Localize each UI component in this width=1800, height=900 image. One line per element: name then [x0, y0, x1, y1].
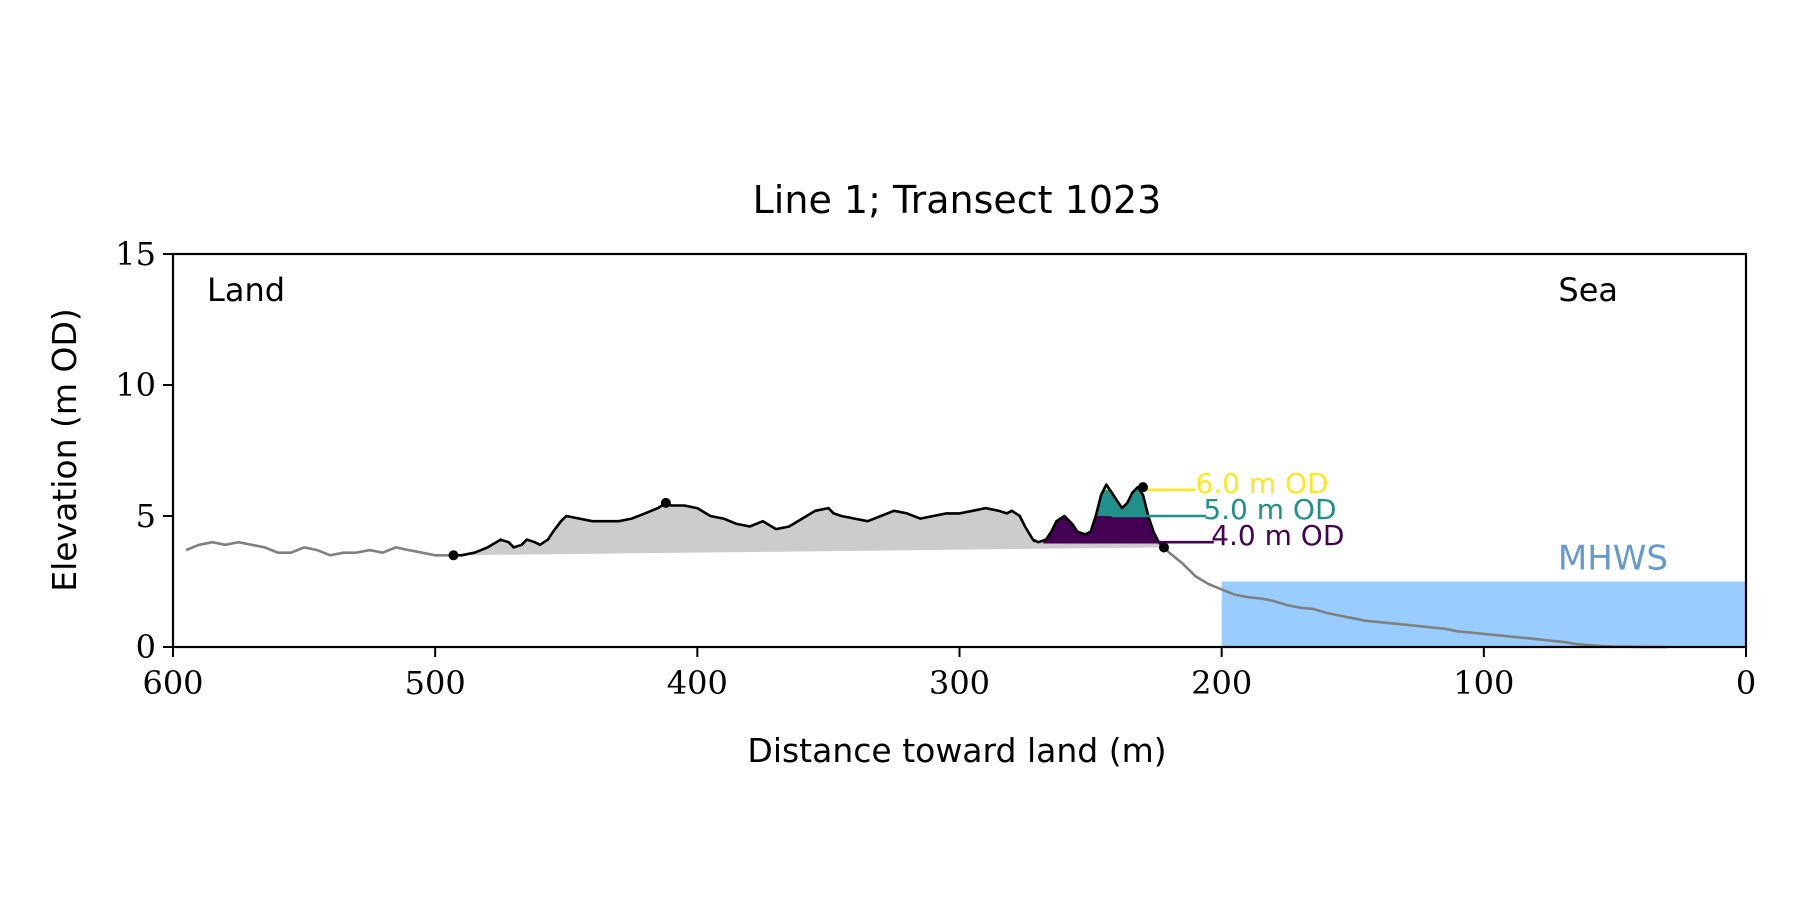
level-fill-0-1 [1038, 516, 1159, 543]
mhws-label: MHWS [1558, 539, 1668, 579]
corner-label-land: Land [207, 271, 285, 309]
corner-label-sea: Sea [1558, 271, 1618, 309]
key-point-1 [660, 497, 671, 508]
y-tick-label-0: 0 [136, 628, 156, 666]
x-tick-label-1: 500 [405, 664, 466, 702]
x-tick-label-0: 600 [142, 664, 203, 702]
x-tick-label-6: 0 [1736, 664, 1756, 702]
key-point-2 [1138, 482, 1149, 493]
y-tick-label-2: 10 [115, 366, 156, 404]
y-axis: 0 5 10 15 [115, 235, 173, 666]
x-axis-label: Distance toward land (m) [747, 731, 1166, 770]
profile-line-background-0 [185, 540, 454, 557]
x-tick-label-2: 400 [667, 664, 728, 702]
profile-line-background-1 [1163, 546, 1668, 649]
x-tick-label-4: 200 [1191, 664, 1252, 702]
dune-fill [453, 484, 1164, 556]
plot-area: 6.0 m OD5.0 m OD4.0 m OD MHWS [185, 467, 1746, 649]
level-fill-1-0 [1096, 489, 1148, 516]
level-label-1: 5.0 m OD [1203, 493, 1336, 526]
key-point-0 [448, 550, 459, 561]
mhws-band [1221, 581, 1746, 647]
y-tick-label-3: 15 [115, 235, 156, 273]
x-axis: 600 500 400 300 200 100 0 [142, 647, 1756, 702]
level-label-0: 6.0 m OD [1195, 467, 1328, 500]
x-tick-label-3: 300 [929, 664, 990, 702]
chart-title: Line 1; Transect 1023 [753, 178, 1162, 222]
key-point-3 [1158, 542, 1169, 553]
level-label-2: 4.0 m OD [1211, 519, 1344, 552]
y-axis-label: Elevation (m OD) [45, 308, 84, 592]
profile-line-dune [453, 483, 1165, 557]
y-tick-label-1: 5 [136, 497, 156, 535]
x-tick-label-5: 100 [1453, 664, 1514, 702]
